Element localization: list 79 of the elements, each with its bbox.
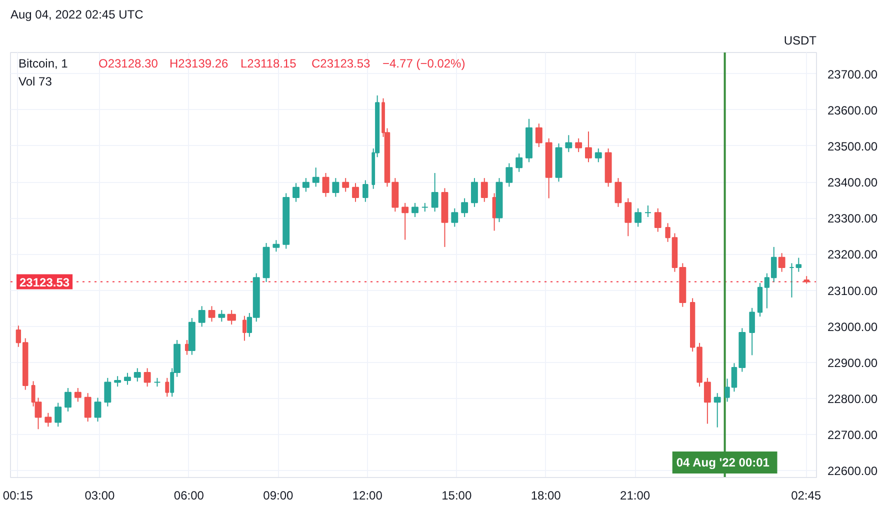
annotation: C23123.53 (312, 56, 371, 70)
ref-line-label: 23123.53 (20, 275, 70, 290)
candlestick (64, 388, 72, 412)
x-tick-label: 00:15 (2, 488, 34, 502)
candlestick (585, 131, 592, 163)
candlestick (470, 178, 478, 208)
candlestick (144, 368, 151, 388)
x-tick-label: 03:00 (84, 488, 116, 502)
y-tick-label: 23000.00 (828, 320, 878, 334)
x-tick-label: 06:00 (174, 488, 204, 502)
y-tick-label: 22800.00 (828, 392, 878, 406)
candlestick (312, 167, 320, 188)
candlestick (634, 208, 642, 228)
candlestick (654, 208, 662, 232)
candlestick (227, 310, 236, 326)
candlestick (352, 182, 359, 202)
y-tick-label: 23100.00 (828, 284, 878, 298)
candlestick (516, 153, 523, 172)
x-tick-label: 09:00 (263, 488, 294, 502)
candlestick (535, 123, 542, 148)
candlestick (134, 368, 141, 382)
x-tick-label: 12:00 (352, 488, 383, 502)
x-tick-label: 15:00 (442, 488, 472, 502)
annotation: O23128.30 (98, 56, 158, 70)
candlestick (342, 178, 350, 192)
ref-line-label: 04 Aug '22 00:01 (676, 456, 770, 470)
candlestick (614, 178, 622, 208)
candlestick (302, 178, 310, 192)
candlestick (796, 257, 802, 272)
candlestick (54, 402, 62, 428)
y-tick-label: 22700.00 (828, 428, 878, 442)
candlestick (104, 377, 112, 407)
candlestick (198, 306, 206, 328)
candlestick (714, 392, 721, 428)
candlestick (480, 178, 488, 202)
y-tick-label: 23200.00 (828, 248, 878, 262)
candlestick (412, 202, 418, 218)
y-tick-label: 23700.00 (828, 67, 878, 82)
candlestick (44, 412, 52, 428)
candlestick (94, 397, 102, 422)
chart-title: Bitcoin, 1 (18, 56, 68, 70)
candlestick (114, 376, 122, 388)
candlestick (362, 180, 368, 202)
y-tick-label: 23600.00 (828, 103, 878, 118)
y-tick-label: 22900.00 (828, 356, 878, 370)
y-tick-label: 23500.00 (828, 139, 878, 154)
x-tick-label: 02:45 (791, 488, 822, 502)
candlestick (594, 148, 602, 163)
candlestick (431, 172, 438, 212)
y-tick-label: 23400.00 (828, 176, 878, 190)
y-axis-title: USDT (784, 34, 818, 48)
annotation: −4.77 (−0.02%) (382, 56, 466, 70)
candlestick (644, 204, 652, 218)
candlestick (124, 372, 131, 386)
x-tick-label: 18:00 (530, 488, 562, 502)
candlestick (322, 172, 330, 198)
candlestick (778, 252, 786, 272)
chart-subtitle: Aug 04, 2022 02:45 UTC (10, 8, 144, 22)
candlestick (451, 208, 458, 228)
x-tick-label: 21:00 (620, 488, 650, 502)
candlestick (506, 162, 513, 188)
annotation: H23139.26 (170, 56, 229, 70)
candlestick (272, 240, 280, 252)
candlestick (575, 138, 582, 153)
y-tick-label: 22600.00 (828, 464, 878, 478)
candlestick (749, 307, 755, 356)
candlestick (292, 182, 300, 202)
candlestick (208, 306, 216, 322)
candlestick (74, 388, 82, 402)
candlestick (332, 178, 340, 198)
annotation: L23118.15 (240, 56, 297, 70)
candlestick (624, 198, 632, 237)
y-tick-label: 23300.00 (828, 212, 878, 226)
candlestick (218, 310, 226, 322)
annotation: Vol 73 (18, 74, 52, 88)
candlestick (461, 198, 468, 218)
candlestick (402, 202, 409, 240)
candlestick (565, 134, 572, 153)
candlestick (84, 392, 92, 422)
